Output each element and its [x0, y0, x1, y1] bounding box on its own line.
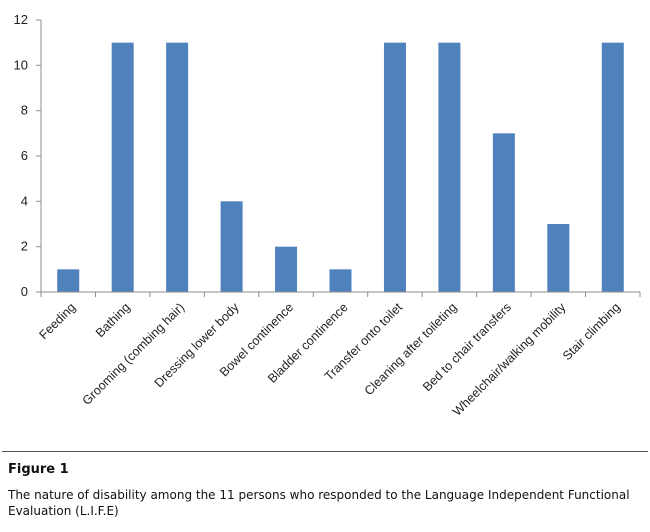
- y-tick-label: 8: [21, 103, 28, 118]
- bar: [329, 269, 352, 292]
- caption-divider: [2, 451, 648, 452]
- bar: [275, 246, 298, 292]
- bar: [111, 42, 134, 292]
- figure-caption: The nature of disability among the 11 pe…: [8, 488, 630, 518]
- y-tick-label: 6: [21, 148, 28, 163]
- bar: [57, 269, 80, 292]
- x-tick-label: Stair climbing: [560, 300, 623, 363]
- y-tick-label: 4: [21, 193, 28, 208]
- y-tick-label: 2: [21, 239, 28, 254]
- x-tick-label: Grooming (combing hair): [80, 300, 188, 408]
- y-tick-label: 10: [14, 57, 28, 72]
- bar: [166, 42, 189, 292]
- x-tick-label: Wheelchair/walking mobility: [450, 300, 569, 419]
- bar: [601, 42, 624, 292]
- bar: [547, 224, 570, 292]
- y-tick-label: 0: [21, 284, 28, 299]
- figure-label: Figure 1: [8, 462, 69, 477]
- y-axis: 0 2 4 6 8 10 12: [14, 12, 42, 299]
- bar: [383, 42, 406, 292]
- x-tick-label: Bathing: [93, 300, 133, 340]
- bar: [492, 133, 515, 292]
- y-tick-label: 12: [14, 12, 28, 27]
- x-tick-label: Feeding: [36, 300, 78, 342]
- bar: [438, 42, 461, 292]
- bars: [57, 42, 624, 292]
- x-tick-label: Cleaning after toileting: [362, 300, 460, 398]
- bar: [220, 201, 243, 292]
